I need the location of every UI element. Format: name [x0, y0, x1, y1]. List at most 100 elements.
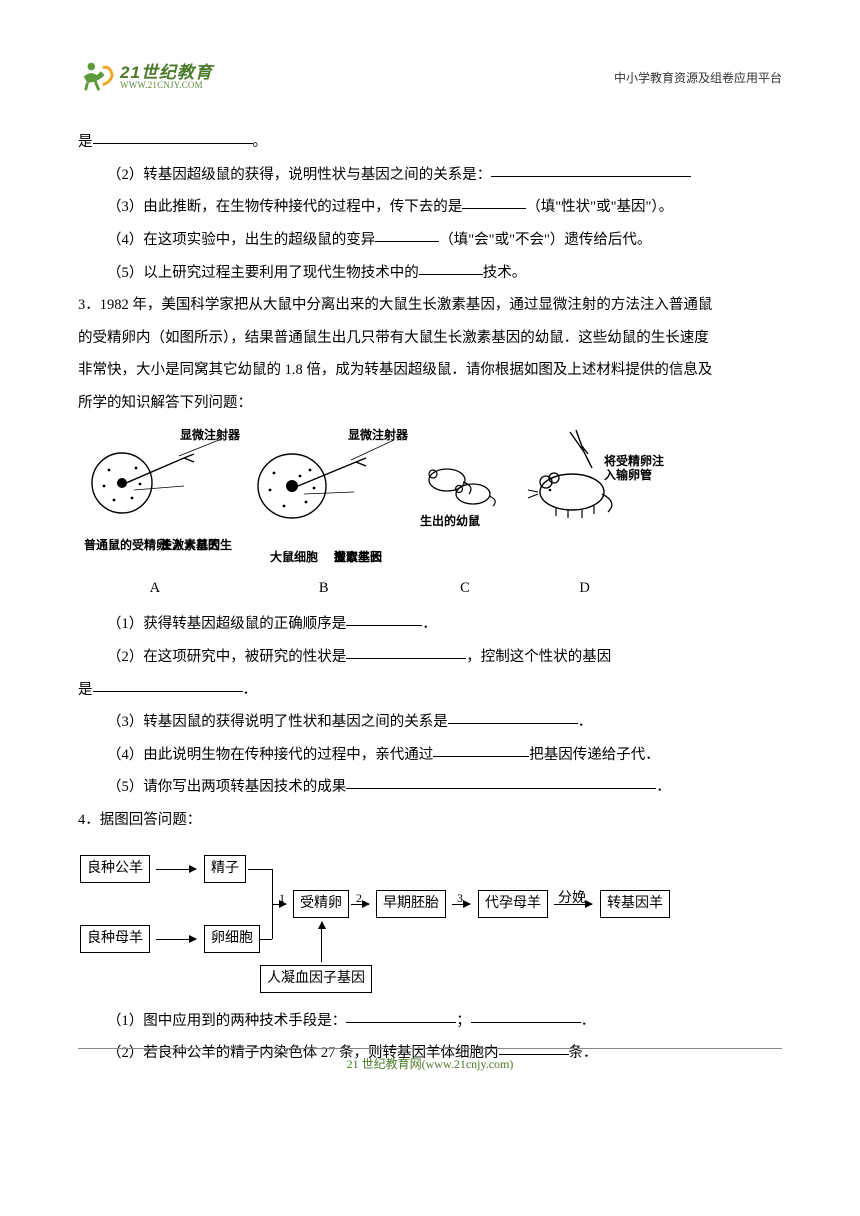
- num2: 2: [356, 885, 362, 912]
- blank: [346, 610, 422, 626]
- q2-4: （4）在这项实验中，出生的超级鼠的变异 （填"会"或"不会"）遗传给后代。: [78, 224, 782, 257]
- txt: ．: [578, 714, 593, 730]
- q3-intro-l4: 所学的知识解答下列问题：: [78, 387, 782, 420]
- content: 是。 （2）转基因超级鼠的获得，说明性状与基因之间的关系是： （3）由此推断，在…: [78, 126, 782, 1070]
- txt: ．: [581, 1013, 596, 1029]
- blank: [346, 1007, 456, 1023]
- footer-text: 21 世纪教育网(www.21cnjy.com): [78, 1055, 782, 1072]
- blank: [346, 643, 466, 659]
- blank: [375, 226, 439, 242]
- txt: （5）以上研究过程主要利用了现代生物技术中的: [107, 265, 419, 281]
- q2-5: （5）以上研究过程主要利用了现代生物技术中的 技术。: [78, 257, 782, 290]
- q3-intro-l2: 的受精卵内（如图所示），结果普通鼠生出几只带有大鼠生长激素基因的幼鼠．这些幼鼠的…: [78, 322, 782, 355]
- label-a: A: [150, 572, 184, 605]
- txt: （4）在这项实验中，出生的超级鼠的变异: [107, 232, 375, 248]
- label-c: C: [460, 572, 494, 605]
- line: [260, 939, 272, 940]
- txt: 是: [78, 682, 93, 698]
- d1-la-top: 显微注射器: [180, 428, 240, 442]
- diagram-transgenic-mouse: 显微注射器 注入大鼠的生 长激素基因 普通鼠的受精卵 显微注: [84, 428, 674, 568]
- d1-col-b: 显微注射器 提取生长 激素基因 大鼠细胞: [252, 428, 402, 551]
- d1-lb-mid2: 激素基因: [334, 550, 382, 564]
- label-b: B: [319, 572, 353, 605]
- blank: [93, 128, 253, 144]
- page-header: 21世纪教育 WWW.21CNJY.COM 中小学教育资源及组卷应用平台: [78, 58, 782, 96]
- header-right-text: 中小学教育资源及组卷应用平台: [614, 69, 782, 86]
- blank: [419, 259, 483, 275]
- page: 21世纪教育 WWW.21CNJY.COM 中小学教育资源及组卷应用平台 是。 …: [0, 0, 860, 1120]
- blank: [471, 1007, 581, 1023]
- cell-b-drawing: [252, 428, 402, 538]
- box-sperm: 精子: [204, 855, 246, 883]
- txt: （2）转基因超级鼠的获得，说明性状与基因之间的关系是：: [107, 167, 491, 183]
- mice-drawing: [419, 456, 509, 514]
- txt: （填"性状"或"基因"）。: [526, 199, 673, 215]
- txt: （4）由此说明生物在传种接代的过程中，亲代通过: [107, 747, 433, 763]
- box-zygote: 受精卵: [293, 890, 349, 918]
- line: [248, 869, 272, 870]
- arrow-up: [321, 922, 322, 962]
- txt: （1）图中应用到的两种技术手段是：: [107, 1013, 346, 1029]
- box-egg: 卵细胞: [204, 925, 260, 953]
- d1-la-mid2: 长激素基因: [160, 538, 220, 552]
- box-ewe: 良种母羊: [80, 925, 150, 953]
- q3-1: （1）获得转基因超级鼠的正确顺序是．: [78, 608, 782, 641]
- box-embryo: 早期胚胎: [376, 890, 446, 918]
- diagram-transgenic-sheep: 良种公羊 精子 良种母羊 卵细胞 受精卵 早期胚胎 代孕母羊 转基因羊 人凝血因…: [80, 847, 700, 997]
- q3-3: （3）转基因鼠的获得说明了性状和基因之间的关系是 ．: [78, 706, 782, 739]
- box-transgenic: 转基因羊: [600, 890, 670, 918]
- blank: [448, 708, 578, 724]
- d1-col-d: 将受精卵注 入输卵管: [522, 428, 672, 539]
- txt: ，控制这个性状的基因: [466, 649, 611, 665]
- q4-1: （1）图中应用到的两种技术手段是： ； ．: [78, 1005, 782, 1038]
- txt: ．: [422, 616, 437, 632]
- logo-text: 21世纪教育 WWW.21CNJY.COM: [120, 64, 213, 90]
- blank: [93, 676, 243, 692]
- cell-a-drawing: [84, 428, 234, 526]
- txt: （3）转基因鼠的获得说明了性状和基因之间的关系是: [107, 714, 448, 730]
- q3-4: （4）由此说明生物在传种接代的过程中，亲代通过 把基因传递给子代．: [78, 739, 782, 772]
- blank: [491, 161, 691, 177]
- label-d: D: [579, 572, 613, 605]
- logo-icon: [78, 58, 116, 96]
- num3: 3: [457, 885, 463, 912]
- txt: 是: [78, 134, 93, 150]
- abcd-row: A B C D: [78, 572, 782, 605]
- page-footer: 21 世纪教育网(www.21cnjy.com): [78, 1048, 782, 1072]
- logo-cn: 21世纪教育: [120, 64, 213, 81]
- blank: [433, 741, 529, 757]
- line-shi: 是。: [78, 126, 782, 159]
- blank: [462, 193, 526, 209]
- txt: 。: [253, 134, 268, 150]
- d1-lc: 生出的幼鼠: [420, 514, 480, 528]
- txt: 技术。: [483, 265, 527, 281]
- footer-divider: [78, 1048, 782, 1049]
- label-fenmian: 分娩: [558, 883, 586, 915]
- q4-intro: 4．据图回答问题：: [78, 804, 782, 837]
- d1-ld1: 将受精卵注: [604, 454, 664, 468]
- q3-2b: 是．: [78, 674, 782, 707]
- blank: [346, 773, 656, 789]
- box-surrogate: 代孕母羊: [478, 890, 548, 918]
- q2-3: （3）由此推断，在生物传种接代的过程中，传下去的是（填"性状"或"基因"）。: [78, 191, 782, 224]
- logo-url: WWW.21CNJY.COM: [120, 81, 213, 90]
- box-ram: 良种公羊: [80, 855, 150, 883]
- d1-lb-bot: 大鼠细胞: [270, 550, 318, 564]
- txt: （5）请你写出两项转基因技术的成果: [107, 779, 346, 795]
- txt: （2）在这项研究中，被研究的性状是: [107, 649, 346, 665]
- arrow: [156, 869, 196, 870]
- txt: （填"会"或"不会"）遗传给后代。: [439, 232, 651, 248]
- txt: ．: [656, 779, 671, 795]
- d1-la-bot: 普通鼠的受精卵: [84, 538, 168, 552]
- d1-col-c: 生出的幼鼠: [414, 456, 514, 527]
- q3-2a: （2）在这项研究中，被研究的性状是 ，控制这个性状的基因: [78, 641, 782, 674]
- txt: ．: [243, 682, 258, 698]
- txt: ；: [456, 1013, 471, 1029]
- box-gene: 人凝血因子基因: [260, 965, 372, 993]
- txt: 把基因传递给子代．: [529, 747, 660, 763]
- d1-col-a: 显微注射器 注入大鼠的生 长激素基因 普通鼠的受精卵: [84, 428, 234, 539]
- q3-intro-l3: 非常快，大小是同窝其它幼鼠的 1.8 倍，成为转基因超级鼠．请你根据如图及上述材…: [78, 354, 782, 387]
- q2-2: （2）转基因超级鼠的获得，说明性状与基因之间的关系是：: [78, 159, 782, 192]
- d1-lb-top: 显微注射器: [348, 428, 408, 442]
- logo: 21世纪教育 WWW.21CNJY.COM: [78, 58, 213, 96]
